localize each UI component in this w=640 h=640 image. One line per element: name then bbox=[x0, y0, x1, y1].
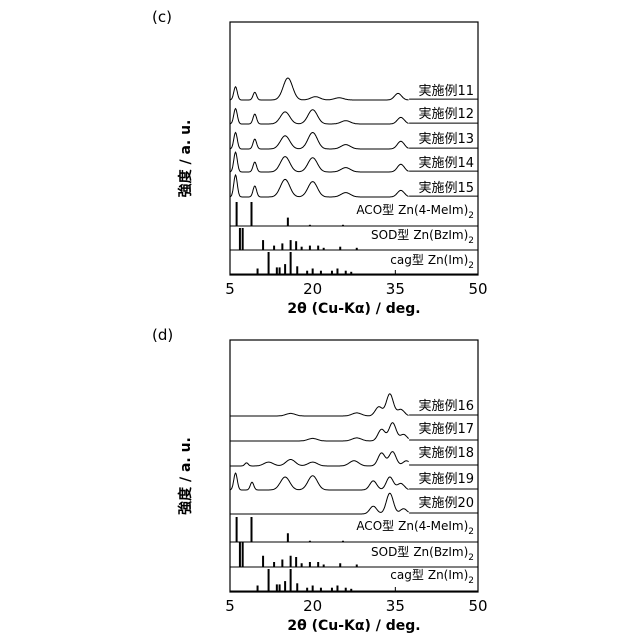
series-label: 実施例14 bbox=[418, 155, 474, 171]
xrd-trace bbox=[230, 493, 409, 514]
reference-label: cag型 Zn(Im)2 bbox=[390, 253, 474, 271]
series-label: 実施例11 bbox=[418, 83, 474, 99]
xrd-trace bbox=[230, 175, 409, 197]
reference-type: SOD型 bbox=[371, 545, 409, 559]
reference-label: ACO型 Zn(4-MeIm)2 bbox=[356, 519, 474, 537]
x-axis-title: 2θ (Cu-Kα) / deg. bbox=[287, 301, 420, 317]
series-label: 実施例16 bbox=[418, 398, 474, 414]
reference-type: cag型 bbox=[390, 253, 424, 267]
reference-label: cag型 Zn(Im)2 bbox=[390, 568, 474, 586]
y-axis-title: 強度 / a. u. bbox=[177, 120, 194, 198]
panel-label: (d) bbox=[152, 326, 173, 344]
series-label: 実施例12 bbox=[418, 106, 474, 122]
reference-formula: Zn(BzIm) bbox=[413, 228, 468, 242]
reference-type: SOD型 bbox=[371, 228, 409, 242]
y-axis-title: 強度 / a. u. bbox=[177, 437, 194, 515]
xrd-panel-1: (d) 5 20 35 50 2θ (Cu-Kα) / deg. 強度 / a. u. 実施例… bbox=[152, 326, 488, 634]
x-tick-label: 5 bbox=[225, 597, 235, 615]
reference-formula-subscript: 2 bbox=[468, 261, 474, 271]
x-tick-label: 5 bbox=[225, 280, 235, 298]
reference-formula: Zn(Im) bbox=[428, 568, 468, 582]
series-label: 実施例17 bbox=[418, 421, 474, 437]
x-tick-label: 20 bbox=[303, 597, 322, 615]
series-label: 実施例20 bbox=[418, 495, 474, 511]
reference-formula-subscript: 2 bbox=[468, 527, 474, 537]
reference-formula: Zn(BzIm) bbox=[413, 545, 468, 559]
x-tick-label: 50 bbox=[468, 597, 487, 615]
reference-label: SOD型 Zn(BzIm)2 bbox=[371, 228, 474, 246]
reference-formula-subscript: 2 bbox=[468, 211, 474, 221]
xrd-trace bbox=[230, 133, 409, 150]
x-tick-label: 35 bbox=[386, 597, 405, 615]
reference-formula-subscript: 2 bbox=[468, 576, 474, 586]
xrd-trace bbox=[230, 109, 409, 124]
xrd-trace bbox=[230, 473, 409, 490]
x-axis-title: 2θ (Cu-Kα) / deg. bbox=[287, 618, 420, 634]
series-label: 実施例18 bbox=[418, 445, 474, 461]
reference-type: cag型 bbox=[390, 568, 424, 582]
x-tick-label: 50 bbox=[468, 280, 487, 298]
reference-formula-subscript: 2 bbox=[468, 236, 474, 246]
reference-label: SOD型 Zn(BzIm)2 bbox=[371, 545, 474, 563]
x-tick-label: 20 bbox=[303, 280, 322, 298]
panel-label: (c) bbox=[152, 8, 172, 26]
x-tick-label: 35 bbox=[386, 280, 405, 298]
reference-formula: Zn(4-MeIm) bbox=[398, 203, 468, 217]
xrd-trace bbox=[230, 423, 409, 441]
reference-label: ACO型 Zn(4-MeIm)2 bbox=[356, 203, 474, 221]
series-label: 実施例19 bbox=[418, 471, 474, 487]
xrd-panel-0: (c) 5 20 35 50 2θ (Cu-Kα) / deg. 強度 / a. u. 実施例… bbox=[152, 8, 488, 317]
xrd-trace bbox=[230, 152, 409, 172]
xrd-trace bbox=[230, 394, 409, 416]
series-label: 実施例13 bbox=[418, 131, 474, 147]
reference-type: ACO型 bbox=[356, 203, 394, 217]
series-label: 実施例15 bbox=[418, 180, 474, 196]
reference-type: ACO型 bbox=[356, 519, 394, 533]
reference-formula: Zn(Im) bbox=[428, 253, 468, 267]
xrd-trace bbox=[230, 452, 409, 466]
xrd-trace bbox=[230, 78, 409, 100]
reference-formula: Zn(4-MeIm) bbox=[398, 519, 468, 533]
reference-formula-subscript: 2 bbox=[468, 553, 474, 563]
